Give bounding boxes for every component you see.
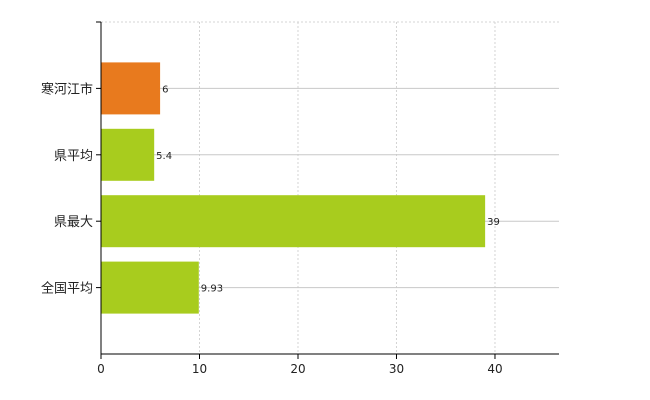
- x-tick-label: 30: [389, 362, 404, 376]
- bar-4: [101, 261, 199, 314]
- data-label-3: 39: [487, 217, 500, 228]
- x-tick-label: 10: [192, 362, 207, 376]
- category-label-1: 寒河江市: [41, 81, 93, 97]
- x-tick-label: 20: [290, 362, 305, 376]
- x-tick-label: 0: [97, 362, 105, 376]
- category-label-3: 県最大: [54, 215, 93, 230]
- bar-3: [101, 195, 486, 248]
- x-tick-label: 40: [487, 362, 502, 376]
- bar-2: [101, 128, 155, 181]
- bar-1: [101, 62, 161, 115]
- category-label-4: 全国平均: [41, 281, 93, 297]
- data-label-1: 6: [162, 84, 168, 95]
- data-label-2: 5.4: [156, 151, 172, 162]
- category-label-2: 県平均: [54, 149, 93, 164]
- data-label-4: 9.93: [201, 284, 223, 295]
